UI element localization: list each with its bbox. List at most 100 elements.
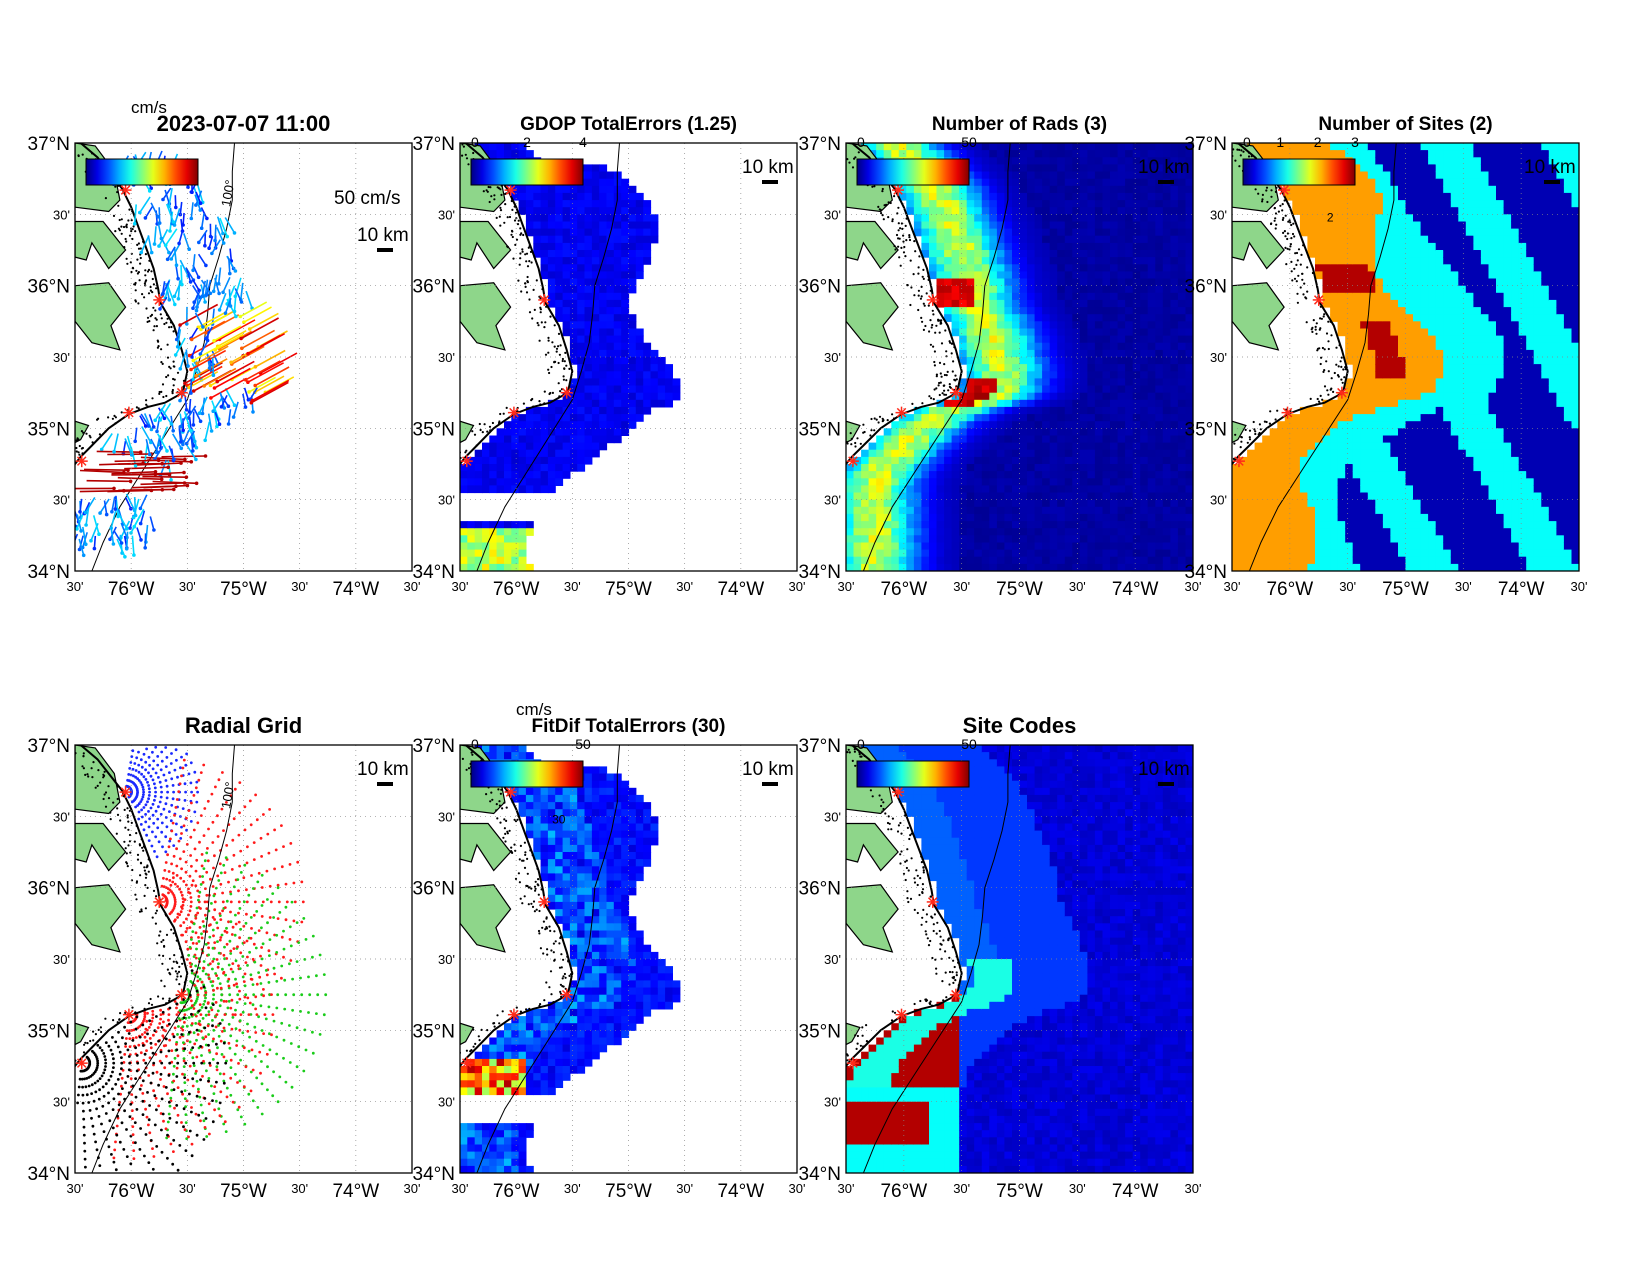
lon-tick-label: 76°W [493, 1181, 540, 1202]
lat-tick-label: 36°N [799, 277, 841, 298]
lon-tick-label: 74°W [717, 579, 764, 600]
lon-tick-label: 30' [67, 1181, 84, 1196]
panel-nrads: 37°N30'36°N30'35°N30'34°N30' 76°W 30' 75°W 3… [799, 134, 1202, 600]
lat-tick-label: 34°N [799, 1164, 841, 1185]
lon-tick-label: 30' [789, 1181, 806, 1196]
site-marker [538, 895, 551, 908]
distance-scale-bar [1158, 782, 1174, 786]
distance-scale-bar [1544, 180, 1560, 184]
lon-tick-label: 30' [953, 579, 970, 594]
lon-tick-label: 30' [676, 1181, 693, 1196]
lon-tick-label: 75°W [996, 579, 1043, 600]
panel-title: Number of Rads (3) [931, 114, 1108, 135]
lat-tick-label: 30' [438, 350, 455, 365]
colorbar-tick-label: 0 [857, 134, 865, 150]
panel-title: Number of Sites (2) [1318, 114, 1493, 135]
site-marker [122, 1008, 135, 1021]
panel-radgrid: 100°37°N30'36°N30'35°N30'34°N30' 76°W 30' 7… [28, 736, 421, 1202]
lat-tick-label: 37°N [799, 134, 841, 155]
site-marker [1312, 293, 1325, 306]
site-marker [507, 1008, 520, 1021]
lat-tick-label: 30' [53, 350, 70, 365]
lat-tick-label: 37°N [413, 134, 455, 155]
lon-tick-label: 74°W [1112, 579, 1159, 600]
lat-tick-label: 30' [824, 952, 841, 967]
colorbar-tick-label: 0 [471, 736, 479, 752]
site-marker [846, 1057, 859, 1070]
site-marker [949, 988, 962, 1001]
axes-frame [74, 744, 413, 1174]
lon-tick-label: 75°W [605, 1181, 652, 1202]
lon-tick-label: 74°W [717, 1181, 764, 1202]
lat-tick-label: 30' [438, 493, 455, 508]
lon-tick-label: 30' [1224, 579, 1241, 594]
lat-tick-label: 34°N [28, 562, 70, 583]
lat-tick-label: 37°N [28, 134, 70, 155]
lat-tick-label: 30' [824, 1095, 841, 1110]
site-marker [560, 988, 573, 1001]
land-mass [460, 282, 512, 351]
lat-tick-label: 30' [438, 952, 455, 967]
distance-scale-bar [762, 782, 778, 786]
distance-scale-bar [1158, 180, 1174, 184]
lat-tick-label: 30' [53, 1095, 70, 1110]
isobath-line [476, 745, 620, 1173]
lon-tick-label: 74°W [332, 579, 379, 600]
lon-tick-label: 30' [67, 579, 84, 594]
land-mass [75, 745, 121, 815]
panel-title: GDOP TotalErrors (1.25) [520, 114, 737, 135]
lat-tick-label: 30' [53, 809, 70, 824]
lon-tick-label: 30' [838, 1181, 855, 1196]
isobath-line [1248, 143, 1397, 571]
lon-tick-label: 74°W [1498, 579, 1545, 600]
lat-tick-label: 37°N [1185, 134, 1227, 155]
land-mass [846, 822, 899, 872]
colorbar-tick-label: 0 [1243, 134, 1251, 150]
lat-tick-label: 35°N [413, 1021, 455, 1042]
site-marker [895, 1008, 908, 1021]
lon-tick-label: 76°W [493, 579, 540, 600]
lon-tick-label: 75°W [996, 1181, 1043, 1202]
site-marker [926, 293, 939, 306]
lat-tick-label: 30' [824, 493, 841, 508]
site-marker [75, 1057, 88, 1070]
lon-tick-label: 30' [676, 579, 693, 594]
distance-scale-label: 10 km [1524, 157, 1576, 178]
lat-tick-label: 30' [824, 809, 841, 824]
land-mass [1232, 420, 1247, 444]
distance-scale-bar [377, 248, 393, 252]
coastline [75, 745, 189, 1068]
site-marker [895, 406, 908, 419]
site-marker [846, 455, 859, 468]
panel-vectors: 100°37°N30'36°N30'35°N30'34°N30' 76°W 30' 7… [28, 98, 421, 600]
lat-tick-label: 35°N [799, 419, 841, 440]
distance-scale-label: 10 km [742, 759, 794, 780]
lon-tick-label: 30' [953, 1181, 970, 1196]
site-marker [175, 988, 188, 1001]
lat-tick-label: 30' [438, 207, 455, 222]
site-marker [460, 455, 473, 468]
colorbar-unit: cm/s [516, 700, 552, 719]
lon-tick-label: 30' [789, 579, 806, 594]
land-mass [460, 822, 512, 872]
lat-tick-label: 35°N [799, 1021, 841, 1042]
lon-tick-label: 30' [452, 579, 469, 594]
axes-frame [459, 142, 798, 572]
coastline [460, 143, 574, 466]
colorbar-tick-label: 4 [579, 134, 587, 150]
lon-tick-label: 30' [179, 579, 196, 594]
speed-scale-label: 50 cm/s [334, 188, 401, 209]
isobath-line [862, 143, 1011, 571]
lon-tick-label: 30' [1571, 579, 1588, 594]
land-mass [846, 220, 899, 270]
axes-frame [845, 744, 1194, 1174]
panel-title: FitDif TotalErrors (30) [531, 716, 726, 737]
lat-tick-label: 34°N [413, 562, 455, 583]
site-marker [1232, 455, 1245, 468]
coastline [846, 143, 963, 466]
distance-scale-bar [377, 782, 393, 786]
colorbar-tick-label: 0 [857, 736, 865, 752]
lat-tick-label: 30' [1210, 207, 1227, 222]
site-marker [949, 386, 962, 399]
lat-tick-label: 36°N [413, 277, 455, 298]
